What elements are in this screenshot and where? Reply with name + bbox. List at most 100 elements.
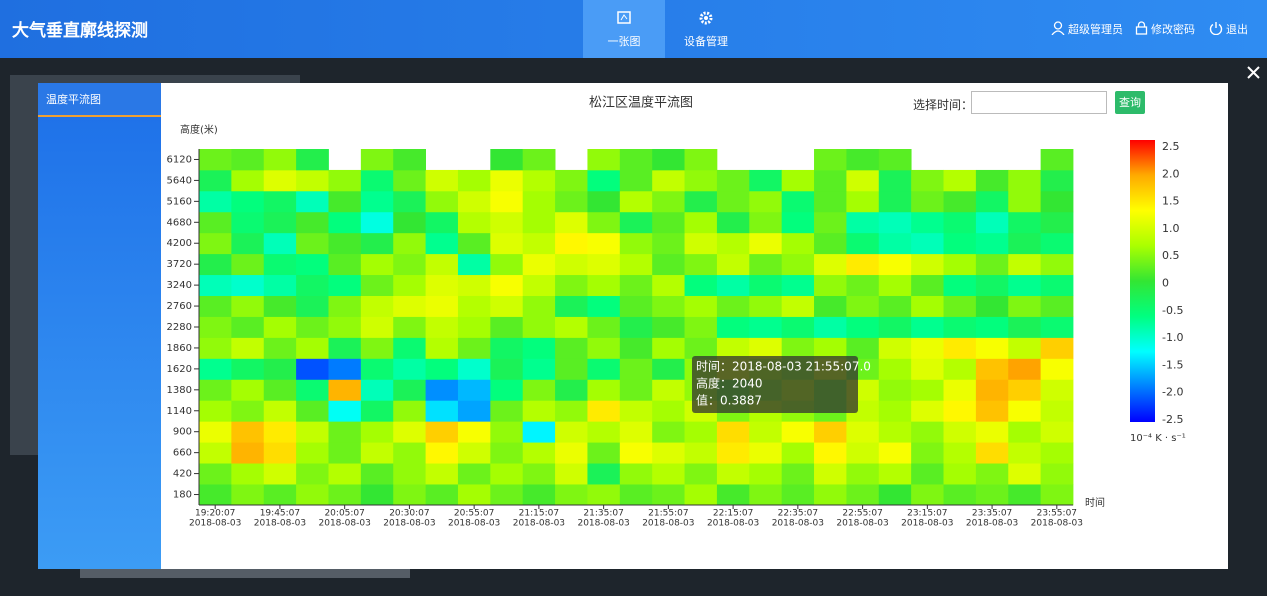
query-button[interactable]: 查询 — [1115, 91, 1145, 114]
close-button[interactable] — [1246, 65, 1261, 80]
heat-cell — [781, 169, 815, 192]
heat-cell — [231, 358, 265, 380]
colorbar-tick-label: -1.5 — [1162, 358, 1183, 371]
heat-cell — [263, 253, 297, 276]
heat-cell — [814, 253, 847, 276]
x-tick-label: 20:55:07 — [454, 509, 494, 519]
heat-cell — [555, 484, 588, 506]
heat-cell — [619, 274, 653, 296]
heat-cell — [619, 316, 653, 338]
colorbar-tick-label: -0.5 — [1162, 304, 1183, 317]
heat-cell — [619, 295, 653, 317]
heat-cell — [781, 337, 815, 359]
heat-cell — [555, 421, 588, 443]
heat-cell — [684, 295, 718, 317]
heat-cell — [716, 169, 750, 192]
heat-cell — [749, 274, 783, 296]
heat-cell — [522, 169, 556, 192]
heat-cell — [522, 211, 556, 234]
colorbar-tick-label: 2.5 — [1162, 140, 1180, 153]
heat-cell — [231, 232, 265, 255]
logout-link[interactable]: 退出 — [1226, 23, 1248, 36]
y-tick-label: 3240 — [167, 280, 192, 291]
heat-cell — [360, 358, 394, 380]
heat-cell — [814, 274, 847, 296]
heat-cell — [296, 169, 329, 192]
x-date-label: 2018-08-03 — [319, 519, 371, 529]
heat-cell — [425, 484, 459, 506]
heat-cell — [360, 421, 394, 443]
heat-cell — [943, 358, 977, 380]
heat-cell — [263, 316, 297, 338]
heat-cell — [652, 484, 685, 506]
heat-cell — [328, 337, 362, 359]
heat-cell — [975, 253, 1009, 276]
heat-cell — [911, 484, 944, 506]
heat-cell — [1040, 232, 1074, 255]
heat-cell — [684, 149, 718, 171]
heat-cell — [490, 337, 524, 359]
heat-cell — [943, 379, 977, 401]
heat-cell — [619, 379, 653, 401]
heat-cell — [781, 253, 815, 276]
heat-cell — [1040, 253, 1074, 276]
heat-cell — [878, 169, 912, 192]
heat-cell — [652, 169, 685, 192]
heat-cell — [1040, 169, 1074, 192]
heat-cell — [878, 358, 912, 380]
heat-cell — [328, 421, 362, 443]
heat-cell — [587, 295, 621, 317]
heat-cell — [943, 274, 977, 296]
heat-cell — [814, 463, 847, 485]
heat-cell — [263, 211, 297, 234]
heat-cell — [296, 190, 329, 213]
heat-cell — [199, 169, 232, 192]
x-tick-label: 19:20:07 — [195, 509, 235, 519]
heat-cell — [975, 316, 1009, 338]
heat-cell — [555, 379, 588, 401]
heat-cell — [457, 379, 491, 401]
x-date-label: 2018-08-03 — [189, 519, 241, 529]
heat-cell — [684, 463, 718, 485]
heat-cell — [652, 232, 685, 255]
nav-label: 设备管理 — [684, 35, 728, 48]
heat-cell — [749, 316, 783, 338]
heat-cell — [457, 295, 491, 317]
heat-cell — [231, 316, 265, 338]
heat-cell — [781, 190, 815, 213]
heat-cell — [360, 274, 394, 296]
heat-cell — [199, 358, 232, 380]
heat-cell — [393, 484, 426, 506]
heat-cell — [555, 232, 588, 255]
heat-cell — [360, 400, 394, 422]
heat-cell — [393, 253, 426, 276]
heat-cell — [199, 232, 232, 255]
user-link[interactable]: 超级管理员 — [1068, 23, 1123, 36]
password-link[interactable]: 修改密码 — [1151, 23, 1195, 36]
heat-cell — [619, 442, 653, 464]
heat-cell — [878, 484, 912, 506]
heat-cell — [846, 274, 880, 296]
nav-item[interactable]: 设备管理 — [665, 0, 747, 58]
heat-cell — [587, 169, 621, 192]
y-tick-label: 6120 — [167, 154, 192, 165]
heat-cell — [911, 442, 944, 464]
heat-cell — [522, 442, 556, 464]
heat-cell — [652, 379, 685, 401]
heat-cell — [975, 358, 1009, 380]
heat-cell — [716, 211, 750, 234]
heat-cell — [619, 463, 653, 485]
heat-cell — [393, 358, 426, 380]
heat-cell — [716, 463, 750, 485]
heat-cell — [1040, 484, 1074, 506]
heat-cell — [1040, 149, 1074, 171]
heat-cell — [263, 484, 297, 506]
heat-cell — [684, 190, 718, 213]
heat-cell — [749, 337, 783, 359]
sidebar-tab[interactable]: 温度平流图 — [38, 83, 161, 117]
time-input[interactable] — [971, 91, 1107, 114]
heat-cell — [490, 421, 524, 443]
nav-item[interactable]: 一张图 — [583, 0, 665, 58]
heat-cell — [1040, 358, 1074, 380]
heat-cell — [814, 316, 847, 338]
